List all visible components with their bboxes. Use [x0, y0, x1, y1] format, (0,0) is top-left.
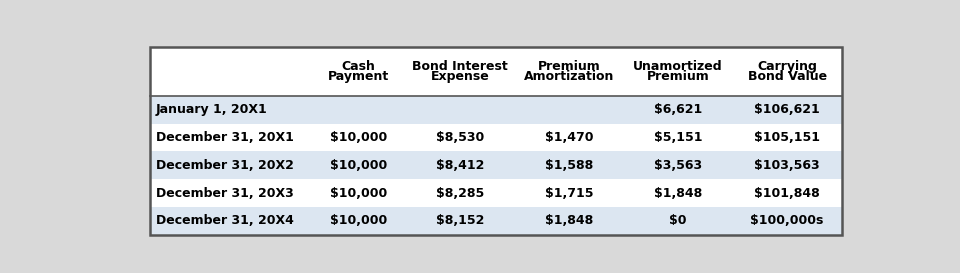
Text: Amortization: Amortization — [524, 70, 614, 84]
Text: $1,715: $1,715 — [544, 186, 593, 200]
Text: $105,151: $105,151 — [755, 131, 820, 144]
Bar — [150, 48, 842, 235]
Text: December 31, 20X3: December 31, 20X3 — [156, 186, 294, 200]
Bar — [150, 152, 842, 179]
Text: $3,563: $3,563 — [654, 159, 702, 172]
Text: Carrying: Carrying — [757, 60, 817, 73]
Text: $1,470: $1,470 — [544, 131, 593, 144]
Text: $1,588: $1,588 — [545, 159, 593, 172]
Bar — [150, 48, 842, 235]
Text: $10,000: $10,000 — [330, 131, 387, 144]
Text: $1,848: $1,848 — [545, 214, 593, 227]
Text: $10,000: $10,000 — [330, 159, 387, 172]
Text: $106,621: $106,621 — [755, 103, 820, 117]
Text: $103,563: $103,563 — [755, 159, 820, 172]
Bar — [150, 96, 842, 124]
Text: December 31, 20X1: December 31, 20X1 — [156, 131, 294, 144]
Text: $8,152: $8,152 — [436, 214, 484, 227]
Text: Bond Value: Bond Value — [748, 70, 827, 84]
Text: $8,412: $8,412 — [436, 159, 484, 172]
Bar — [150, 48, 842, 96]
Text: Cash: Cash — [342, 60, 375, 73]
Text: $0: $0 — [669, 214, 686, 227]
Text: $10,000: $10,000 — [330, 186, 387, 200]
Text: Payment: Payment — [327, 70, 389, 84]
Text: Unamortized: Unamortized — [634, 60, 723, 73]
Text: $1,848: $1,848 — [654, 186, 702, 200]
Text: Expense: Expense — [431, 70, 490, 84]
Bar — [150, 124, 842, 152]
Text: $8,285: $8,285 — [436, 186, 484, 200]
Text: $6,621: $6,621 — [654, 103, 702, 117]
Text: Bond Interest: Bond Interest — [412, 60, 508, 73]
Text: $5,151: $5,151 — [654, 131, 703, 144]
Text: $10,000: $10,000 — [330, 214, 387, 227]
Text: $8,530: $8,530 — [436, 131, 484, 144]
Text: January 1, 20X1: January 1, 20X1 — [156, 103, 268, 117]
Text: $100,000s: $100,000s — [751, 214, 824, 227]
Text: Premium: Premium — [538, 60, 600, 73]
Text: $101,848: $101,848 — [755, 186, 820, 200]
Bar — [150, 179, 842, 207]
Text: Premium: Premium — [647, 70, 709, 84]
Bar — [150, 207, 842, 235]
Text: December 31, 20X2: December 31, 20X2 — [156, 159, 294, 172]
Text: December 31, 20X4: December 31, 20X4 — [156, 214, 294, 227]
